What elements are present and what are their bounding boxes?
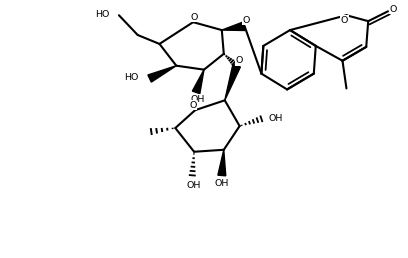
Text: O: O <box>191 13 198 22</box>
Text: OH: OH <box>187 181 201 190</box>
Polygon shape <box>148 66 176 82</box>
Text: OH: OH <box>191 95 205 104</box>
Polygon shape <box>192 70 204 94</box>
Text: O: O <box>389 5 397 14</box>
Text: HO: HO <box>124 73 139 82</box>
Text: OH: OH <box>215 179 229 188</box>
Text: O: O <box>189 101 197 110</box>
Polygon shape <box>222 22 245 30</box>
Polygon shape <box>218 150 226 176</box>
Polygon shape <box>225 64 240 100</box>
Text: O: O <box>341 16 348 25</box>
Text: O: O <box>243 16 250 25</box>
Text: O: O <box>236 56 243 65</box>
Text: HO: HO <box>95 10 109 19</box>
Text: OH: OH <box>268 114 282 123</box>
